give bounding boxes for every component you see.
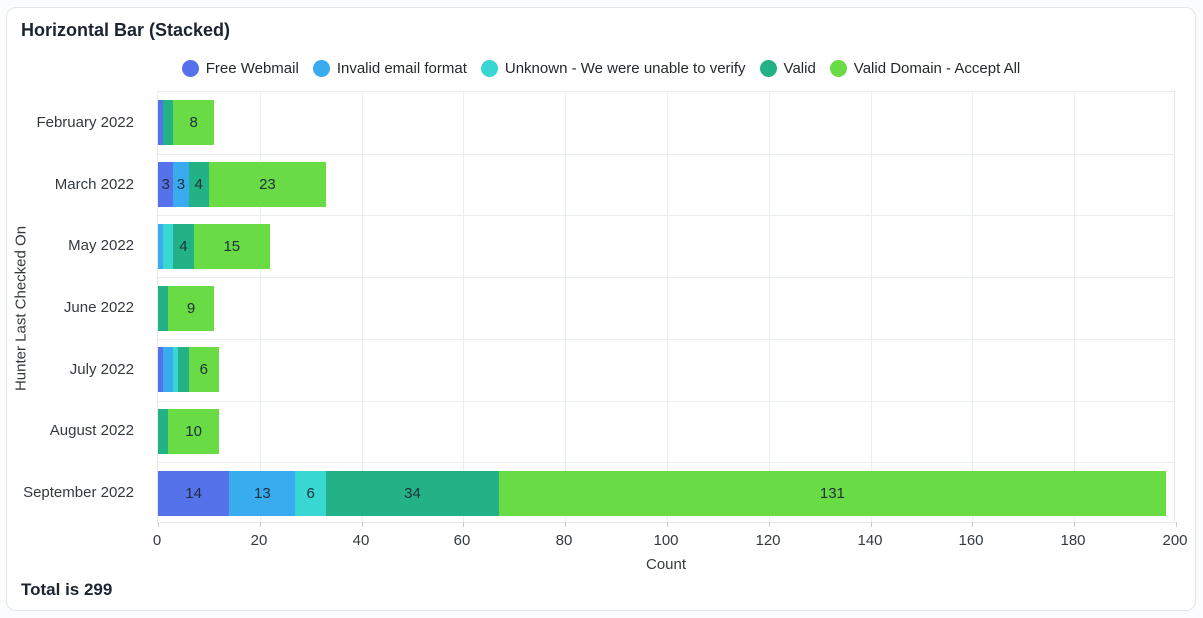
x-tick-mark	[463, 522, 464, 527]
x-tick-mark	[260, 522, 261, 527]
bar-segment[interactable]: 9	[168, 286, 214, 331]
bar-row: 3 3 4 23	[158, 162, 326, 207]
legend-item[interactable]: Valid	[759, 60, 816, 77]
bar-segment[interactable]	[158, 100, 164, 145]
bar-row: 9	[158, 286, 214, 331]
x-tick-label: 0	[152, 532, 162, 549]
x-tick-label: 40	[352, 532, 370, 549]
legend-item-label: Free Webmail	[205, 60, 299, 77]
bar-segment[interactable]	[158, 286, 169, 331]
bar-segment[interactable]: 15	[193, 224, 270, 269]
x-tick-label: 80	[555, 532, 573, 549]
chart-title: Horizontal Bar (Stacked)	[21, 20, 231, 40]
bar-segment[interactable]	[163, 347, 174, 392]
bar-segment[interactable]: 34	[325, 471, 499, 516]
x-tick-mark	[565, 522, 566, 527]
gridline	[260, 92, 261, 522]
y-tick-label: May 2022	[68, 237, 134, 254]
y-tick-label: June 2022	[63, 299, 134, 316]
x-tick-mark	[871, 522, 872, 527]
x-tick-mark	[667, 522, 668, 527]
bar-segment[interactable]: 8	[173, 100, 214, 145]
y-tick-label: February 2022	[36, 114, 134, 131]
bar-segment[interactable]	[163, 224, 174, 269]
bar-segment[interactable]	[158, 224, 164, 269]
bar-segment[interactable]	[178, 347, 189, 392]
legend-item[interactable]: Unknown - We were unable to verify	[480, 60, 746, 77]
bar-row: 10	[158, 409, 220, 454]
bar-segment[interactable]	[163, 100, 174, 145]
x-tick-label: 160	[958, 532, 984, 549]
bar-segment[interactable]	[158, 409, 169, 454]
legend-color-dot	[829, 60, 847, 77]
legend-color-dot	[480, 60, 498, 77]
x-tick-label: 100	[653, 532, 679, 549]
y-tick-label: September 2022	[23, 484, 134, 501]
bar-segment[interactable]: 3	[158, 162, 174, 207]
x-tick-label: 180	[1060, 532, 1086, 549]
legend-item[interactable]: Valid Domain - Accept All	[829, 60, 1021, 77]
bar-segment[interactable]: 4	[173, 224, 194, 269]
x-tick-mark	[972, 522, 973, 527]
legend-item-label: Invalid email format	[336, 60, 467, 77]
legend-item[interactable]: Free Webmail	[181, 60, 299, 77]
gridline	[667, 92, 668, 522]
gridline	[158, 154, 1174, 155]
x-tick-mark	[1176, 522, 1177, 527]
plot-area: 8 3 3 4 23 4 15 9 6 10 14 13 6 34 131	[157, 91, 1177, 527]
legend-item[interactable]: Invalid email format	[312, 60, 467, 77]
bar-segment[interactable]: 131	[498, 471, 1166, 516]
y-tick-label: August 2022	[49, 422, 134, 439]
chart-card: Horizontal Bar (Stacked) Free Webmail Inv…	[6, 7, 1196, 611]
bar-segment[interactable]: 14	[158, 471, 230, 516]
legend-color-dot	[759, 60, 777, 77]
bar-row: 4 15	[158, 224, 270, 269]
x-tick-mark	[362, 522, 363, 527]
bar-segment[interactable]: 10	[168, 409, 220, 454]
gridline	[463, 92, 464, 522]
x-tick-label: 60	[453, 532, 471, 549]
bar-segment[interactable]: 3	[173, 162, 189, 207]
y-tick-label: March 2022	[54, 176, 134, 193]
x-tick-mark	[769, 522, 770, 527]
bar-segment[interactable]: 4	[188, 162, 209, 207]
x-tick-mark	[1074, 522, 1075, 527]
gridline	[158, 277, 1174, 278]
gridline	[769, 92, 770, 522]
gridline	[1074, 92, 1075, 522]
bar-row: 14 13 6 34 131	[158, 471, 1166, 516]
y-tick-label: July 2022	[69, 361, 134, 378]
bar-segment[interactable]	[158, 347, 164, 392]
x-tick-label: 200	[1162, 532, 1188, 549]
x-tick-label: 140	[857, 532, 883, 549]
bar-segment[interactable]: 13	[229, 471, 296, 516]
legend-color-dot	[312, 60, 330, 77]
gridline	[158, 339, 1174, 340]
gridline	[362, 92, 363, 522]
bar-row: 8	[158, 100, 214, 145]
bar-segment[interactable]: 6	[295, 471, 326, 516]
gridline	[158, 401, 1174, 402]
legend-color-dot	[181, 60, 199, 77]
x-axis-title: Count	[645, 556, 687, 573]
x-tick-label: 20	[250, 532, 268, 549]
legend-item-label: Valid	[783, 60, 816, 77]
gridline	[158, 462, 1174, 463]
chart-legend: Free Webmail Invalid email format Unknown …	[7, 60, 1195, 77]
bar-row: 6	[158, 347, 220, 392]
x-tick-mark	[158, 522, 159, 527]
x-tick-label: 120	[755, 532, 781, 549]
legend-item-label: Valid Domain - Accept All	[853, 60, 1021, 77]
gridline	[972, 92, 973, 522]
total-label: Total is 299	[21, 580, 113, 599]
bar-segment[interactable]: 6	[188, 347, 220, 392]
legend-item-label: Unknown - We were unable to verify	[504, 60, 746, 77]
gridline	[871, 92, 872, 522]
gridline	[158, 215, 1174, 216]
bar-segment[interactable]	[173, 347, 179, 392]
bar-segment[interactable]: 23	[208, 162, 326, 207]
gridline	[565, 92, 566, 522]
